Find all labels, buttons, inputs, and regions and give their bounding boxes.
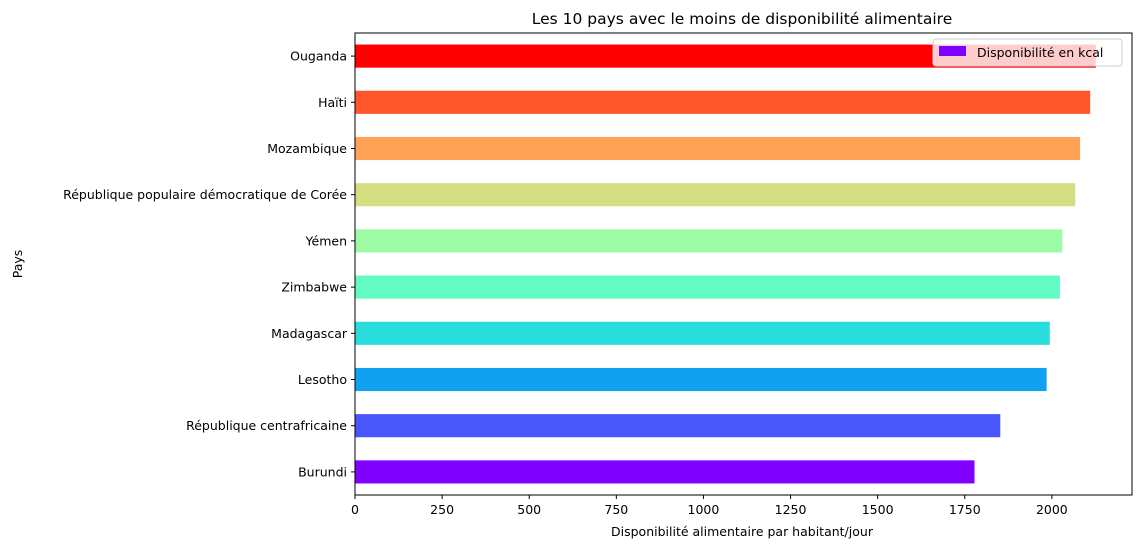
x-axis-ticks: 0 250 500 750 1000 1250 1500 1750 2000 — [351, 495, 1068, 517]
y-tick-label: Haïti — [318, 95, 347, 110]
y-tick-label: Burundi — [298, 464, 347, 479]
y-axis-ticks: Burundi République centrafricaine Lesotho M… — [63, 49, 355, 479]
x-tick-label: 2000 — [1036, 502, 1068, 517]
x-tick-label: 500 — [517, 502, 541, 517]
bar-lesotho — [355, 367, 1047, 392]
bar-burundi — [355, 460, 975, 484]
y-tick-label: Mozambique — [267, 141, 347, 156]
bar-y-men — [355, 229, 1063, 253]
x-tick-label: 1750 — [949, 502, 981, 517]
bar-ha-ti — [355, 90, 1091, 114]
bar-zimbabwe — [355, 275, 1060, 299]
y-tick-label: Ouganda — [290, 49, 347, 64]
legend-label: Disponibilité en kcal — [977, 45, 1103, 60]
bar-mozambique — [355, 136, 1081, 161]
y-tick-label: République centrafricaine — [186, 418, 347, 433]
chart-title: Les 10 pays avec le moins de disponibili… — [532, 10, 953, 28]
plot-frame — [354, 32, 1133, 496]
bars-group — [355, 44, 1096, 484]
y-tick-label: Zimbabwe — [281, 280, 347, 295]
x-tick-label: 750 — [604, 502, 628, 517]
bar-r-publique-centrafricaine — [355, 414, 1001, 438]
bar-madagascar — [355, 321, 1050, 345]
legend: Disponibilité en kcal — [932, 38, 1123, 67]
y-tick-label: Madagascar — [271, 326, 348, 341]
y-axis-label: Pays — [10, 250, 25, 279]
x-tick-label: 0 — [351, 502, 359, 517]
x-tick-label: 1500 — [862, 502, 894, 517]
x-tick-label: 1250 — [775, 502, 807, 517]
legend-box — [932, 38, 1123, 67]
y-tick-label: Lesotho — [298, 372, 347, 387]
bar-r-publique-populaire-d-mocratique-de-cor-e — [355, 183, 1076, 207]
bar-ouganda — [355, 44, 1096, 68]
x-axis-label: Disponibilité alimentaire par habitant/j… — [611, 524, 874, 539]
x-tick-label: 250 — [430, 502, 454, 517]
x-tick-label: 1000 — [688, 502, 720, 517]
y-tick-label: Yémen — [305, 233, 347, 248]
y-tick-label: République populaire démocratique de Cor… — [63, 187, 347, 202]
legend-swatch — [939, 46, 966, 56]
